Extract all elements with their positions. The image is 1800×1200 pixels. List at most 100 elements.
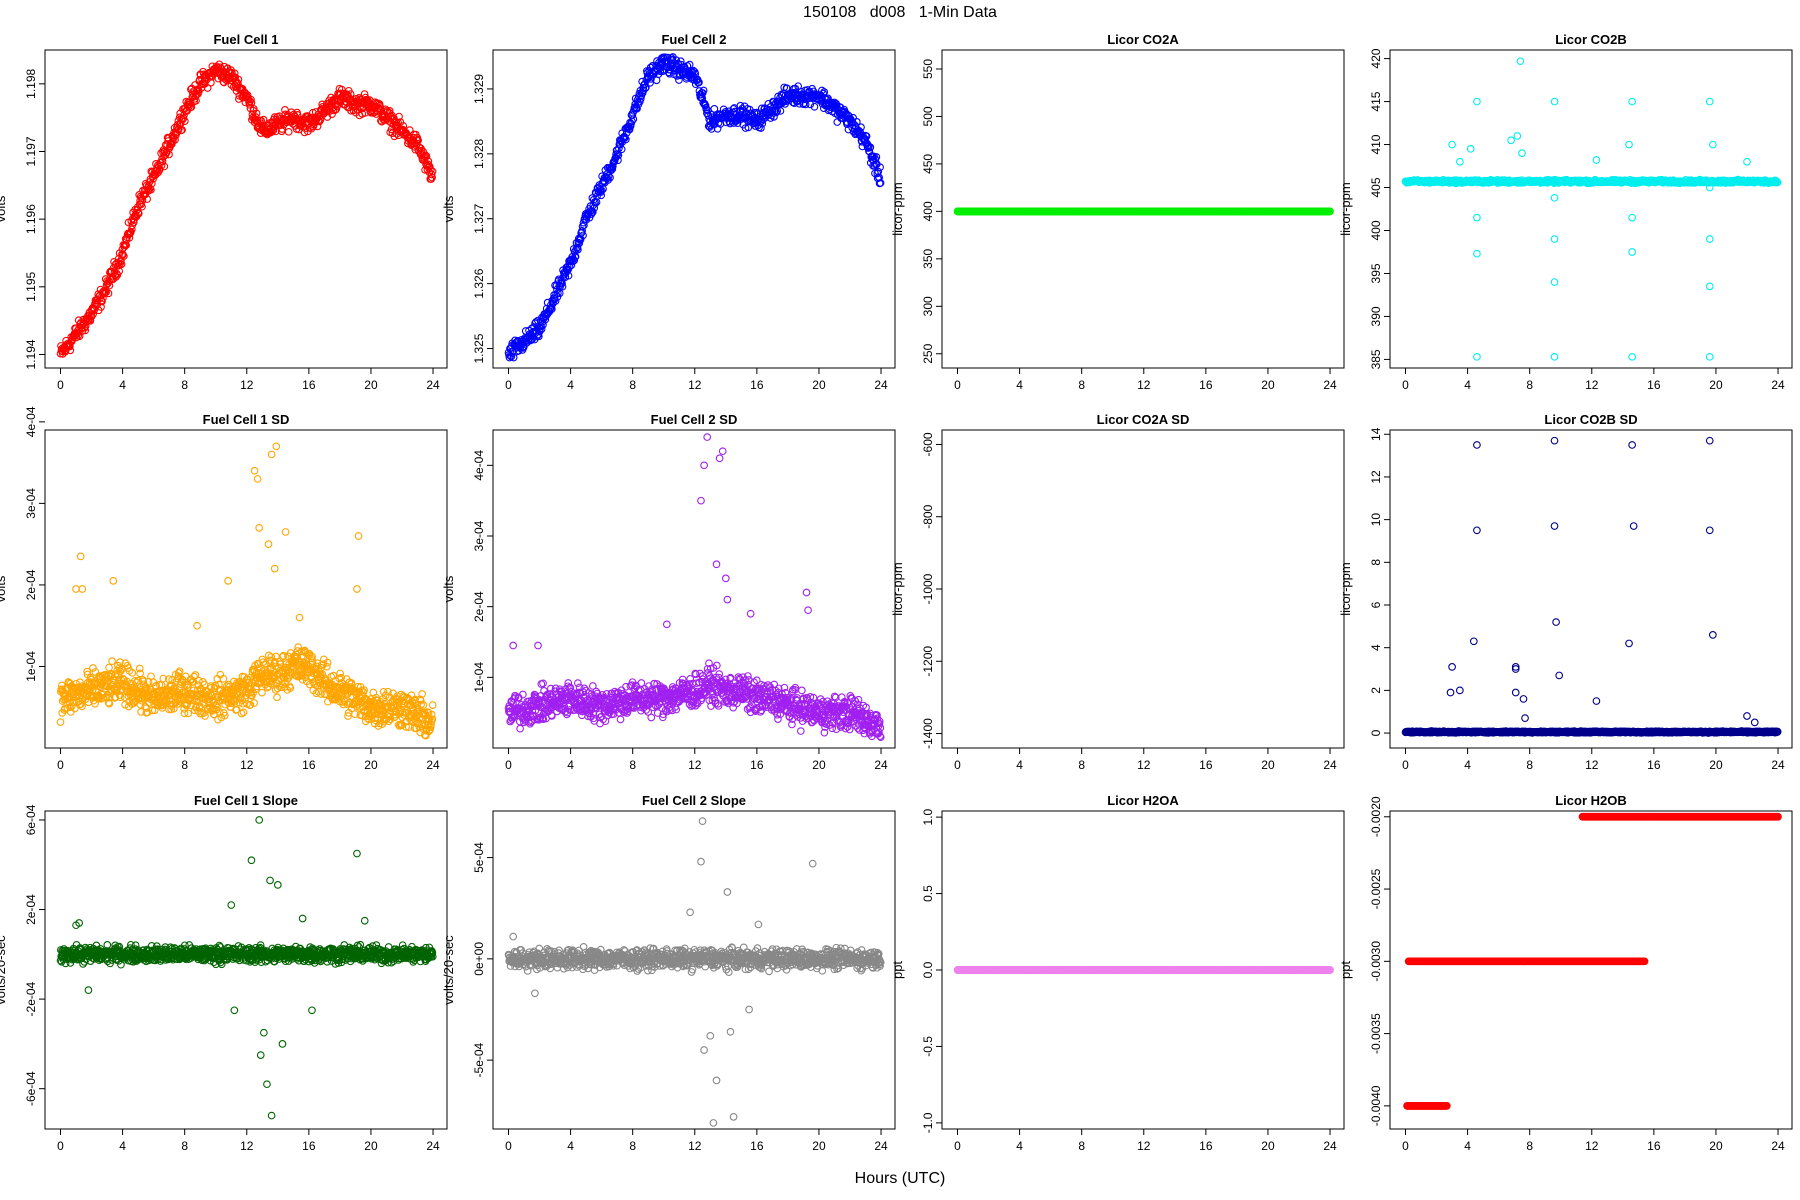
data-point [146, 184, 154, 193]
plot-frame [492, 49, 896, 369]
x-tick-label: 20 [812, 758, 826, 772]
outlier-point [193, 621, 201, 630]
y-tick-label: 390 [1369, 306, 1383, 326]
data-point [98, 297, 106, 306]
x-tick-label: 20 [1709, 378, 1723, 392]
outlier-point [224, 576, 233, 585]
data-point [606, 173, 614, 182]
data-point [178, 115, 187, 124]
data-point [113, 271, 122, 279]
y-axis-label: volts [441, 575, 456, 602]
x-tick-label: 4 [119, 378, 126, 392]
data-point [284, 127, 293, 136]
x-tick-label: 4 [567, 758, 574, 772]
outlier-point [1448, 140, 1456, 149]
data-point [424, 157, 433, 166]
x-tick-label: 20 [364, 758, 378, 772]
x-tick-label: 12 [240, 758, 254, 772]
outlier-point [272, 442, 281, 451]
x-tick-label: 0 [1402, 378, 1409, 392]
panel-title: Licor CO2B [1555, 32, 1627, 47]
y-tick-label: 1e-04 [24, 651, 38, 682]
outlier-point [1705, 352, 1714, 361]
data-point [535, 327, 544, 336]
series-points [504, 53, 885, 362]
y-tick-label: 410 [1369, 134, 1383, 154]
data-point [127, 225, 136, 234]
x-tick-label: 24 [426, 378, 440, 392]
data-point [564, 271, 573, 280]
data-point [685, 60, 694, 69]
data-point [426, 166, 435, 174]
x-tick-label: 16 [302, 378, 316, 392]
outlier-point [1628, 352, 1636, 361]
data-point [239, 708, 248, 717]
x-tick-label: 20 [1261, 378, 1275, 392]
outlier-point [1550, 193, 1559, 202]
outlier-point [270, 564, 279, 573]
data-point [405, 126, 414, 134]
x-tick-label: 8 [181, 378, 188, 392]
data-point [592, 198, 601, 207]
y-axis-label: volts [0, 575, 8, 602]
x-tick-label: 12 [688, 758, 702, 772]
y-axis-label: volts [0, 195, 8, 222]
y-tick-label: 1.326 [472, 268, 486, 298]
plot-frame [1389, 49, 1793, 369]
data-point [385, 106, 394, 115]
y-axis-label: licor-ppm [890, 182, 905, 235]
data-point [259, 115, 268, 124]
x-tick-label: 4 [1464, 378, 1471, 392]
outlier-point [1473, 352, 1481, 361]
data-point [65, 342, 74, 351]
y-tick-label: 400 [1369, 220, 1383, 240]
outlier-point [1592, 156, 1601, 164]
data-point [617, 145, 626, 154]
data-point [108, 657, 116, 666]
x-tick-label: 16 [302, 758, 316, 772]
data-point [273, 693, 281, 702]
data-point [597, 186, 606, 195]
data-point [247, 95, 255, 104]
data-point [246, 97, 254, 106]
outlier-point [1628, 97, 1636, 106]
data-point [604, 176, 613, 184]
x-tick-label: 24 [874, 758, 888, 772]
y-tick-label: 385 [1369, 349, 1383, 369]
x-tick-label: 12 [240, 378, 254, 392]
outlier-point [1705, 235, 1714, 243]
data-point [668, 56, 677, 65]
data-point [203, 84, 212, 92]
series-points [953, 207, 1334, 216]
data-point [537, 325, 546, 333]
x-tick-label: 16 [1647, 378, 1661, 392]
data-point [234, 79, 242, 88]
y-tick-label: 2e-04 [472, 591, 486, 622]
y-tick-label: 3e-04 [24, 488, 38, 519]
data-point [125, 233, 134, 242]
x-tick-label: 8 [1078, 378, 1085, 392]
x-tick-label: 24 [1323, 378, 1337, 392]
y-tick-label: 1.194 [24, 339, 38, 369]
data-point [234, 75, 243, 84]
data-point [360, 90, 369, 98]
y-tick-label: 1.198 [24, 68, 38, 98]
data-point [252, 109, 261, 118]
outlier-point [1455, 157, 1464, 166]
data-point [93, 296, 102, 304]
series-points [56, 442, 437, 740]
data-point [112, 273, 120, 281]
data-point [376, 101, 384, 110]
data-point [390, 114, 398, 123]
data-point [294, 643, 303, 651]
panel-title: Fuel Cell 2 SD [651, 412, 738, 427]
y-tick-label: 405 [1369, 177, 1383, 197]
data-point [316, 116, 325, 124]
series-points [504, 433, 885, 741]
data-point [89, 310, 97, 318]
outlier-point [253, 475, 262, 483]
data-point [575, 239, 584, 248]
data-point [428, 167, 437, 176]
